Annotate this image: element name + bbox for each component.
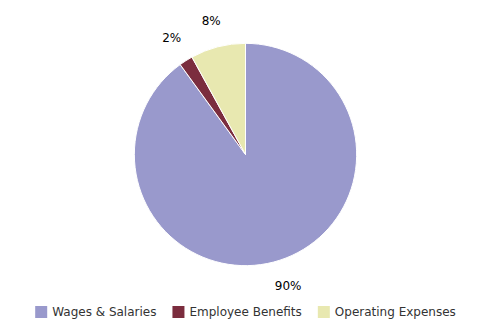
legend-item: Employee Benefits [172,305,301,319]
legend-swatch [318,306,330,318]
legend-label: Employee Benefits [189,305,301,319]
data-label: 8% [202,14,221,28]
data-label: 2% [162,31,181,45]
legend-item: Operating Expenses [318,305,456,319]
legend-label: Operating Expenses [335,305,456,319]
pie-slice [192,43,246,154]
pie-slice [134,43,356,265]
legend-label: Wages & Salaries [52,305,156,319]
legend-swatch [35,306,47,318]
legend-swatch [172,306,184,318]
data-label: 90% [275,279,302,293]
legend-item: Wages & Salaries [35,305,156,319]
pie: 90% 2% 8% [134,14,356,293]
legend: Wages & Salaries Employee Benefits Operati… [35,305,456,319]
chart: 90% 2% 8% Wages & Salaries Employee Benefits… [0,0,491,333]
